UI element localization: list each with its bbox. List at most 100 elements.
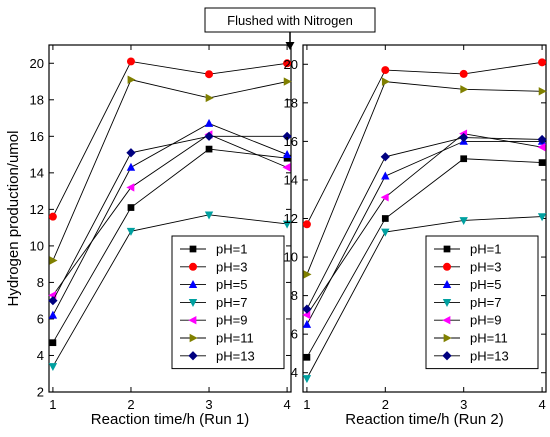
y-tick-label: 8 (37, 275, 44, 290)
legend-marker (442, 279, 452, 288)
x-tick-label: 2 (382, 397, 389, 412)
data-point (282, 149, 292, 158)
y-tick-label: 6 (37, 311, 44, 326)
y-tick-label: 14 (284, 172, 298, 187)
data-point (303, 270, 312, 279)
data-point (126, 148, 136, 158)
annotation-text: Flushed with Nitrogen (227, 13, 353, 28)
series-pH=3 (48, 57, 292, 221)
data-point (126, 162, 136, 171)
series-pH=5 (302, 136, 547, 328)
data-point (537, 213, 547, 222)
series-line (52, 79, 288, 261)
data-point (459, 217, 468, 226)
series-line (306, 81, 543, 275)
annotation-box (204, 7, 376, 33)
series-pH=11 (49, 75, 292, 265)
legend-marker (189, 245, 197, 253)
data-point (127, 204, 135, 211)
data-point (126, 57, 135, 66)
data-point (460, 155, 468, 163)
data-point (283, 154, 291, 162)
y-tick-label: 16 (30, 129, 44, 144)
data-point (204, 131, 214, 141)
series-line (52, 135, 288, 301)
y-tick-label: 10 (284, 250, 298, 265)
series-pH=1 (49, 145, 291, 347)
series-line (52, 60, 288, 217)
legend-label: pH=11 (470, 331, 508, 346)
legend-label: pH=7 (470, 295, 501, 310)
y-tick-label: 14 (30, 165, 44, 180)
y-tick-label: 18 (30, 92, 44, 107)
legend-label: pH=13 (470, 348, 509, 363)
legend-marker (188, 351, 198, 361)
y-tick-label: 8 (291, 288, 298, 303)
series-line (306, 61, 543, 225)
legend-marker (442, 351, 452, 361)
series-pH=13 (48, 131, 292, 306)
data-point (49, 256, 58, 265)
data-point (127, 75, 136, 84)
data-point (49, 339, 57, 347)
data-point (205, 145, 213, 153)
x-tick-label: 3 (460, 397, 467, 412)
legend-marker (443, 245, 451, 253)
data-point (380, 152, 390, 162)
y-tick-label: 6 (291, 327, 298, 342)
y-tick-label: 12 (284, 211, 298, 226)
x-tick-label: 4 (283, 397, 290, 412)
legend-label: pH=7 (216, 295, 247, 310)
series-line (306, 140, 543, 325)
annotation: Flushed with Nitrogen (204, 7, 376, 50)
data-point (303, 353, 311, 361)
legend-label: pH=5 (216, 277, 247, 292)
legend-marker (189, 333, 198, 343)
legend: pH=1 pH=3 pH=5 pH=7 pH=9 pH=11 pH=13 (171, 235, 285, 370)
x-tick-label: 1 (49, 397, 56, 412)
y-axis-title: Hydrogen production/umol (5, 131, 22, 307)
x-axis-title: Reaction time/h (Run 2) (345, 411, 503, 428)
legend-marker (188, 299, 198, 308)
data-point (380, 193, 389, 202)
y-tick-label: 4 (291, 365, 298, 380)
legend-label: pH=3 (470, 259, 501, 274)
series-line (52, 214, 288, 367)
y-tick-label: 10 (30, 238, 44, 253)
data-point (537, 142, 546, 152)
legend-marker (189, 262, 197, 271)
legend-label: pH=9 (216, 313, 247, 328)
legend-label: pH=13 (216, 348, 255, 363)
series-line (306, 137, 543, 310)
data-point (48, 296, 58, 306)
data-point (381, 215, 389, 222)
data-point (204, 211, 214, 220)
series-line (52, 133, 288, 296)
data-point (537, 134, 547, 145)
legend-marker (188, 279, 198, 288)
legend-label: pH=1 (470, 242, 501, 257)
x-tick-label: 2 (127, 397, 134, 412)
series-line (306, 158, 543, 358)
y-tick-label: 20 (30, 56, 44, 71)
data-point (48, 363, 58, 372)
x-axis-title: Reaction time/h (Run 1) (91, 411, 249, 428)
y-tick-label: 12 (30, 202, 44, 217)
legend-marker (442, 299, 452, 308)
data-point (381, 66, 390, 75)
data-point (381, 228, 390, 237)
data-point (283, 59, 292, 68)
legend: pH=1 pH=3 pH=5 pH=7 pH=9 pH=11 pH=13 (425, 235, 539, 370)
legend-label: pH=9 (470, 313, 501, 328)
x-tick-label: 3 (205, 397, 212, 412)
data-point (205, 70, 214, 79)
data-point (381, 77, 390, 86)
data-point (302, 375, 312, 384)
data-point (282, 131, 292, 141)
series-pH=3 (302, 58, 547, 229)
data-point (538, 87, 547, 96)
series-line (52, 148, 288, 343)
